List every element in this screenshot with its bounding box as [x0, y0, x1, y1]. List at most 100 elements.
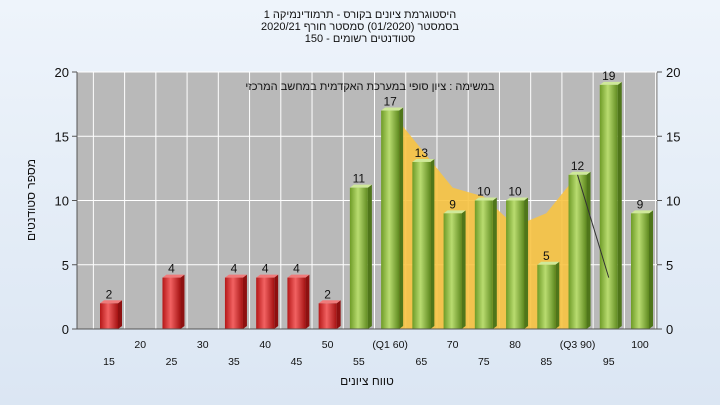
line-path: [577, 174, 610, 278]
bar: [474, 200, 493, 329]
bar-side: [430, 158, 435, 329]
y-tick-label-left: 5: [62, 258, 69, 273]
y-tick-label-right: 10: [666, 194, 680, 209]
x-tick-label: 85: [540, 356, 552, 368]
bar-group: [100, 300, 122, 329]
bar: [256, 277, 275, 329]
data-label: 17: [383, 95, 397, 109]
bar-top: [318, 300, 341, 304]
x-tick-label: 70: [447, 339, 459, 351]
bar: [381, 110, 400, 329]
bar: [506, 200, 525, 329]
bar-side: [617, 81, 622, 329]
y-tick-label-left: 15: [55, 129, 69, 144]
bar-top: [381, 107, 404, 111]
data-label: 9: [449, 197, 456, 211]
bar-side: [274, 274, 279, 329]
bar-side: [336, 300, 341, 329]
title-line-1: היסטוגרמת ציונים בקורס - תרמודינמיקה 1: [263, 9, 457, 21]
bar-top: [537, 261, 560, 265]
data-label: 19: [602, 69, 616, 83]
x-tick-label: 55: [353, 356, 365, 368]
bar-group: [412, 158, 435, 329]
y-tick-label-right: 15: [666, 129, 680, 144]
bar-top: [474, 197, 497, 201]
x-tick-label: 50: [322, 339, 334, 351]
x-tick-label: 100: [631, 339, 649, 351]
data-label: 4: [262, 262, 269, 276]
chart-title: היסטוגרמת ציונים בקורס - תרמודינמיקה 1 ב…: [0, 9, 720, 45]
bar: [287, 277, 306, 329]
bar: [443, 213, 462, 329]
x-axis-label: טווח ציונים: [340, 374, 394, 388]
bar-side: [242, 274, 247, 329]
data-label: 13: [415, 146, 429, 160]
bar-side: [399, 107, 404, 329]
bar-series: [100, 81, 653, 329]
data-label: 4: [293, 262, 300, 276]
data-label: 9: [637, 197, 644, 211]
bar: [224, 277, 243, 329]
x-tick-label: 30: [197, 339, 209, 351]
bar-side: [649, 210, 653, 329]
bar: [599, 84, 618, 329]
bar-top: [256, 274, 279, 278]
x-tick-label: 80: [509, 339, 521, 351]
bar-top: [224, 274, 247, 278]
bar: [412, 161, 431, 329]
data-label: 10: [508, 185, 522, 199]
bar: [631, 213, 649, 329]
x-tick-label: 45: [291, 356, 303, 368]
bar: [537, 264, 556, 329]
data-label: 2: [106, 287, 113, 301]
bar: [568, 174, 587, 329]
x-tick-label: 40: [259, 339, 271, 351]
data-label: 5: [543, 249, 550, 263]
title-line-2: בסמסטר (01/2020) סמסטר חורף 2020/21: [260, 21, 460, 33]
bar-side: [180, 274, 185, 329]
x-tick-label: 65: [416, 356, 428, 368]
bar-side: [305, 274, 310, 329]
bar: [349, 187, 368, 329]
x-tick-label: (Q1 60): [372, 339, 408, 351]
bar-side: [492, 197, 497, 329]
bar-side: [461, 210, 466, 329]
data-labels: 2 4 4 4 4 2 11 17 13 9 10 10 5 12 19 9: [106, 69, 644, 301]
x-tick-label: 35: [228, 356, 240, 368]
bar-top: [100, 300, 122, 304]
y-tick-label-left: 0: [62, 322, 69, 337]
bar-group: [599, 81, 622, 329]
x-tick-label: 95: [603, 356, 615, 368]
x-tick-label: 20: [134, 339, 146, 351]
data-label: 10: [477, 185, 491, 199]
bar-group: [443, 210, 466, 329]
bar-side: [586, 171, 591, 329]
bar: [318, 303, 337, 329]
x-tick-label: 75: [478, 356, 490, 368]
line-series: [577, 174, 610, 278]
bar-group: [318, 300, 341, 329]
bar-top: [568, 171, 591, 175]
title-line-3: סטודנטים רשומים - 150: [304, 33, 416, 45]
bar-group: [568, 171, 591, 329]
x-tick-label: 15: [103, 356, 115, 368]
y-tick-label-right: 5: [666, 258, 673, 273]
bar-group: [506, 197, 529, 329]
bar-group: [381, 107, 404, 329]
y-axis-label: מספר סטודנטים: [24, 159, 38, 241]
data-label: 2: [324, 287, 331, 301]
y-tick-label-left: 20: [55, 65, 69, 80]
bar-side: [555, 261, 560, 329]
bar-group: [631, 210, 653, 329]
bar-side: [524, 197, 529, 329]
chart-annotation: במשימה : ציון סופי במערכת האקדמית במחשב …: [245, 81, 495, 93]
bar-group: [162, 274, 185, 329]
bar-group: [256, 274, 279, 329]
bar-side: [367, 184, 372, 329]
bar-group: [537, 261, 560, 329]
x-tick-label: (Q3 90): [560, 339, 596, 351]
bar-side: [118, 300, 122, 329]
bar-top: [631, 210, 653, 214]
data-label: 4: [168, 262, 175, 276]
